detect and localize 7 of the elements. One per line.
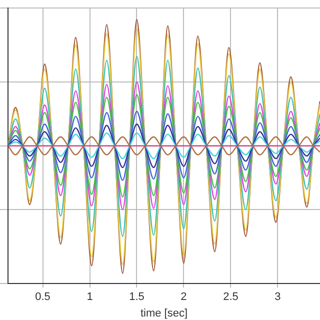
x-tick-label: 2 — [180, 291, 187, 304]
x-tick-label: 3 — [274, 291, 281, 304]
x-tick-label: 1 — [86, 291, 93, 304]
x-tick-label: 1.5 — [129, 291, 144, 304]
x-axis-title: time [sec] — [140, 307, 188, 320]
x-tick-label: 2.5 — [223, 291, 238, 304]
x-tick-label: 0.5 — [35, 291, 50, 304]
